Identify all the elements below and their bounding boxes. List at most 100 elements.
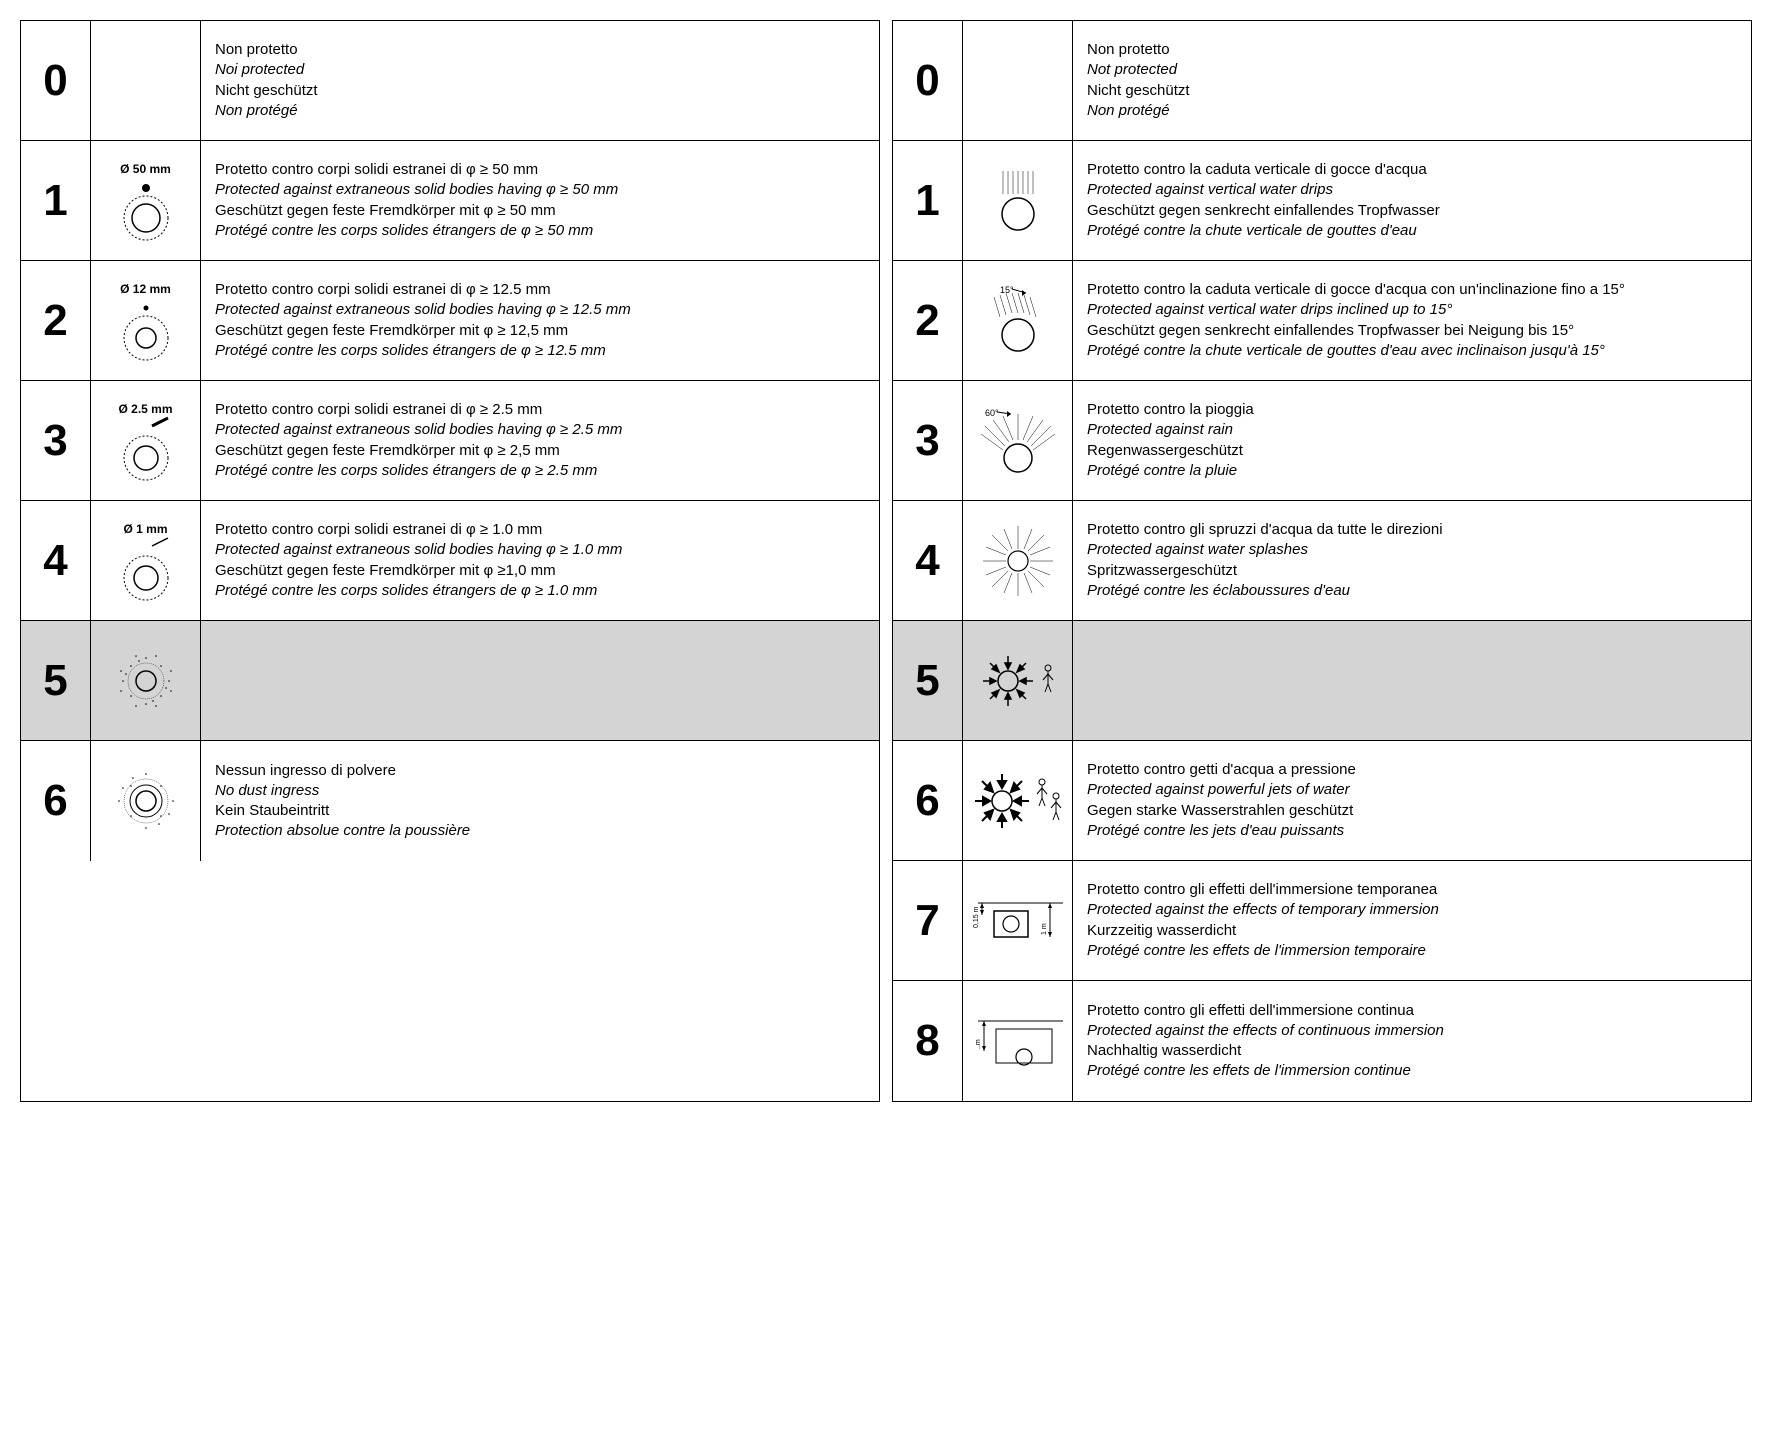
table-row: 5: [21, 621, 879, 741]
text-en: Protected against vertical water drips: [1087, 180, 1737, 200]
digit-cell: 6: [893, 741, 963, 860]
description-cell: Non protetto Noi protected Nicht geschüt…: [201, 21, 879, 140]
description-cell: [1073, 621, 1751, 740]
digit-cell: 3: [893, 381, 963, 500]
text-en: Protected against the effects of continu…: [1087, 1021, 1737, 1041]
text-en: Not protected: [1087, 60, 1737, 80]
text-en: Protected against vertical water drips i…: [1087, 300, 1737, 320]
digit-cell: 6: [21, 741, 91, 861]
text-fr: Protégé contre la chute verticale de gou…: [1087, 341, 1737, 361]
text-fr: Protégé contre les effets de l'immersion…: [1087, 941, 1737, 961]
text-it: Protetto contro corpi solidi estranei di…: [215, 160, 865, 180]
text-en: Protected against water splashes: [1087, 540, 1737, 560]
description-cell: Protetto contro corpi solidi estranei di…: [201, 381, 879, 500]
digit-cell: 2: [21, 261, 91, 380]
text-fr: Protégé contre la pluie: [1087, 461, 1737, 481]
table-row: 1 Protetto contro la caduta verticale di…: [893, 141, 1751, 261]
digit-cell: 4: [21, 501, 91, 620]
water-jet-icon: [973, 646, 1063, 716]
text-de: Gegen starke Wasserstrahlen geschützt: [1087, 801, 1737, 821]
icon-cell: [963, 141, 1073, 260]
solid-12mm-icon: [116, 300, 176, 360]
text-de: Geschützt gegen feste Fremdkörper mit φ …: [215, 441, 865, 461]
text-en: Protected against powerful jets of water: [1087, 780, 1737, 800]
powerful-jet-icon: [970, 766, 1065, 836]
digit-cell: 1: [893, 141, 963, 260]
text-fr: Protégé contre la chute verticale de gou…: [1087, 221, 1737, 241]
table-row: 3 Ø 2.5 mm Protetto contro corpi solidi …: [21, 381, 879, 501]
digit-cell: 4: [893, 501, 963, 620]
text-it: Protetto contro la caduta verticale di g…: [1087, 280, 1737, 300]
icon-label: Ø 2.5 mm: [118, 402, 172, 416]
icon-cell: Ø 2.5 mm: [91, 381, 201, 500]
description-cell: Protetto contro corpi solidi estranei di…: [201, 141, 879, 260]
text-fr: Protection absolue contre la poussière: [215, 821, 865, 841]
icon-cell: Ø 50 mm: [91, 141, 201, 260]
depth-label: 0,15 m: [973, 906, 980, 928]
text-fr: Protégé contre les corps solides étrange…: [215, 461, 865, 481]
second-digit-column: 0 Non protetto Not protected Nicht gesch…: [892, 20, 1752, 1102]
description-cell: [201, 621, 879, 740]
icon-cell: [963, 621, 1073, 740]
continuous-immersion-icon: ..m: [968, 1011, 1068, 1071]
digit-cell: 2: [893, 261, 963, 380]
text-it: Protetto contro getti d'acqua a pression…: [1087, 760, 1737, 780]
text-it: Protetto contro gli effetti dell'immersi…: [1087, 880, 1737, 900]
tilted-drip-icon: 15°: [978, 283, 1058, 358]
text-fr: Protégé contre les jets d'eau puissants: [1087, 821, 1737, 841]
depth-label: 1 m: [1041, 923, 1048, 935]
digit-cell: 8: [893, 981, 963, 1101]
icon-cell: [91, 621, 201, 740]
icon-cell: [963, 21, 1073, 140]
icon-cell: [963, 501, 1073, 620]
table-row: 0 Non protetto Not protected Nicht gesch…: [893, 21, 1751, 141]
text-fr: Non protégé: [1087, 101, 1737, 121]
icon-cell: Ø 1 mm: [91, 501, 201, 620]
icon-cell: 0,15 m 1 m: [963, 861, 1073, 980]
text-fr: Protégé contre les effets de l'immersion…: [1087, 1061, 1737, 1081]
description-cell: Protetto contro la caduta verticale di g…: [1073, 141, 1751, 260]
text-it: Non protetto: [1087, 40, 1737, 60]
text-it: Protetto contro la pioggia: [1087, 400, 1737, 420]
description-cell: Nessun ingresso di polvere No dust ingre…: [201, 741, 879, 861]
text-en: Protected against rain: [1087, 420, 1737, 440]
text-de: Kein Staubeintritt: [215, 801, 865, 821]
text-en: Protected against extraneous solid bodie…: [215, 300, 865, 320]
table-row: 6: [893, 741, 1751, 861]
table-row: 2 15° Protetto contro la caduta vertical…: [893, 261, 1751, 381]
table-row: 1 Ø 50 mm Protetto contro corpi solidi e…: [21, 141, 879, 261]
icon-cell: [963, 741, 1073, 860]
description-cell: Protetto contro getti d'acqua a pression…: [1073, 741, 1751, 860]
icon-cell: [91, 741, 201, 861]
text-en: Noi protected: [215, 60, 865, 80]
icon-cell: 15°: [963, 261, 1073, 380]
table-row: 3 60° Protetto contro la pioggia Protect…: [893, 381, 1751, 501]
icon-cell: 60°: [963, 381, 1073, 500]
text-en: Protected against extraneous solid bodie…: [215, 420, 865, 440]
table-row: 5: [893, 621, 1751, 741]
description-cell: Protetto contro corpi solidi estranei di…: [201, 261, 879, 380]
description-cell: Protetto contro corpi solidi estranei di…: [201, 501, 879, 620]
text-de: Nicht geschützt: [215, 81, 865, 101]
text-fr: Protégé contre les corps solides étrange…: [215, 341, 865, 361]
text-fr: Protégé contre les corps solides étrange…: [215, 581, 865, 601]
table-row: 4 Protetto contr: [893, 501, 1751, 621]
text-it: Protetto contro corpi solidi estranei di…: [215, 520, 865, 540]
description-cell: Protetto contro la caduta verticale di g…: [1073, 261, 1751, 380]
text-fr: Protégé contre les corps solides étrange…: [215, 221, 865, 241]
text-de: Nachhaltig wasserdicht: [1087, 1041, 1737, 1061]
first-digit-column: 0 Non protetto Noi protected Nicht gesch…: [20, 20, 880, 1102]
table-row: 0 Non protetto Noi protected Nicht gesch…: [21, 21, 879, 141]
text-de: Geschützt gegen senkrecht einfallendes T…: [1087, 201, 1737, 221]
text-en: Protected against extraneous solid bodie…: [215, 180, 865, 200]
description-cell: Protetto contro gli spruzzi d'acqua da t…: [1073, 501, 1751, 620]
ip-rating-table: 0 Non protetto Noi protected Nicht gesch…: [20, 20, 1752, 1102]
text-it: Non protetto: [215, 40, 865, 60]
digit-cell: 0: [21, 21, 91, 140]
text-en: Protected against extraneous solid bodie…: [215, 540, 865, 560]
description-cell: Protetto contro la pioggia Protected aga…: [1073, 381, 1751, 500]
solid-2.5mm-icon: [116, 420, 176, 480]
temporary-immersion-icon: 0,15 m 1 m: [968, 891, 1068, 951]
text-it: Protetto contro gli effetti dell'immersi…: [1087, 1001, 1737, 1021]
table-row: 2 Ø 12 mm Protetto contro corpi solidi e…: [21, 261, 879, 381]
